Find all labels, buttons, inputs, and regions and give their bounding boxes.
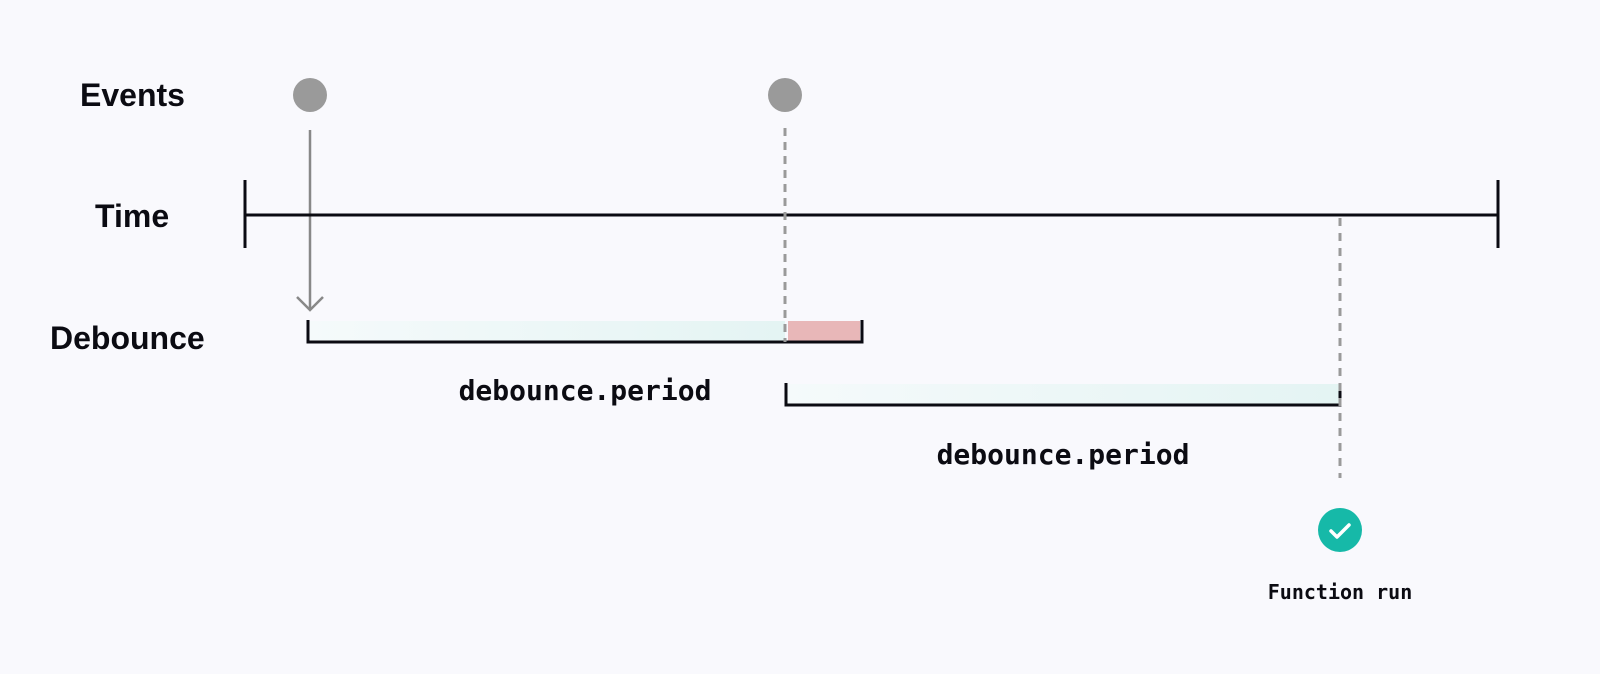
debounce-bracket-2 [784, 383, 1342, 407]
debounce-period-fill-2 [787, 384, 1339, 404]
time-axis [243, 180, 1500, 248]
cancelled-period-segment [788, 321, 860, 342]
row-label-events: Events [80, 77, 185, 113]
period-label-2: debounce.period [937, 438, 1190, 471]
arrow-down-icon [296, 130, 324, 312]
debounce-period-fill-1 [310, 321, 785, 342]
function-run-label: Function run [1268, 580, 1413, 604]
check-circle-icon [1318, 508, 1362, 552]
row-label-time: Time [95, 198, 169, 234]
period-label-1: debounce.period [459, 374, 712, 407]
debounce-bracket-1 [306, 320, 864, 344]
event-dot-2 [768, 78, 802, 112]
row-label-debounce: Debounce [50, 320, 205, 356]
event-dot-1 [293, 78, 327, 112]
